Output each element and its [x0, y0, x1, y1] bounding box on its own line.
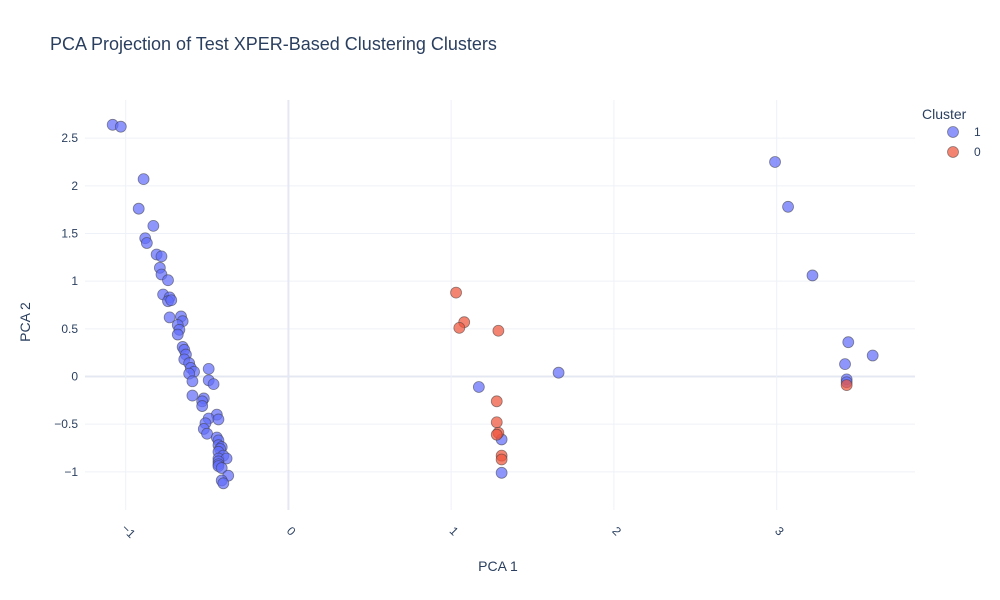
y-tick-label: 0: [71, 370, 78, 384]
data-point[interactable]: [450, 286, 462, 299]
data-point[interactable]: [552, 366, 565, 379]
y-axis-ticks: −1 −0.5 0 0.5 1 1.5 2 2.5: [54, 131, 78, 479]
data-point[interactable]: [490, 416, 503, 429]
legend-label: 0: [974, 145, 981, 159]
legend-items: 10: [947, 125, 982, 159]
y-tick-label: 2: [71, 179, 78, 193]
x-axis-title: PCA 1: [478, 558, 518, 574]
legend-title: Cluster: [922, 106, 967, 122]
data-point[interactable]: [215, 462, 228, 474]
data-points: [106, 118, 879, 490]
legend-label: 1: [974, 125, 981, 139]
legend-marker: [947, 146, 959, 158]
data-point[interactable]: [114, 120, 127, 133]
chart-title: PCA Projection of Test XPER-Based Cluste…: [50, 34, 497, 54]
data-point[interactable]: [495, 466, 508, 479]
data-point[interactable]: [212, 413, 225, 426]
data-point[interactable]: [196, 400, 209, 412]
data-point[interactable]: [147, 219, 160, 232]
data-point[interactable]: [839, 358, 851, 371]
data-point[interactable]: [472, 381, 485, 393]
data-point[interactable]: [202, 362, 215, 375]
series-1: [106, 118, 879, 490]
data-point[interactable]: [490, 395, 503, 408]
legend: Cluster 10: [922, 106, 981, 159]
y-tick-label: −0.5: [54, 417, 78, 431]
data-point[interactable]: [207, 378, 220, 391]
data-point[interactable]: [162, 274, 174, 287]
legend-marker: [947, 126, 959, 138]
data-point[interactable]: [186, 389, 199, 402]
data-point[interactable]: [866, 349, 879, 362]
data-point[interactable]: [769, 156, 781, 168]
data-point[interactable]: [163, 311, 176, 324]
data-point[interactable]: [140, 237, 153, 249]
data-point[interactable]: [165, 294, 178, 307]
y-axis-title: PCA 2: [17, 302, 33, 342]
data-point[interactable]: [201, 427, 213, 440]
data-point[interactable]: [842, 336, 855, 349]
data-point[interactable]: [453, 321, 466, 334]
data-point[interactable]: [155, 250, 168, 263]
data-point[interactable]: [137, 173, 150, 186]
legend-item-1[interactable]: 1: [947, 125, 982, 139]
grid-lines: [85, 100, 915, 510]
y-tick-label: −1: [64, 465, 78, 479]
data-point[interactable]: [171, 328, 184, 341]
data-point[interactable]: [490, 428, 503, 441]
data-point[interactable]: [492, 324, 505, 337]
legend-item-0[interactable]: 0: [947, 145, 982, 159]
data-point[interactable]: [186, 375, 199, 388]
y-tick-label: 0.5: [61, 322, 78, 336]
data-point[interactable]: [495, 453, 508, 466]
data-point[interactable]: [782, 200, 794, 213]
data-point[interactable]: [132, 202, 145, 215]
y-tick-label: 1.5: [61, 226, 78, 240]
y-tick-label: 2.5: [61, 131, 78, 145]
series-0: [450, 286, 853, 466]
data-point[interactable]: [806, 269, 819, 282]
y-tick-label: 1: [71, 274, 78, 288]
data-point[interactable]: [217, 477, 230, 490]
data-point[interactable]: [840, 379, 853, 391]
